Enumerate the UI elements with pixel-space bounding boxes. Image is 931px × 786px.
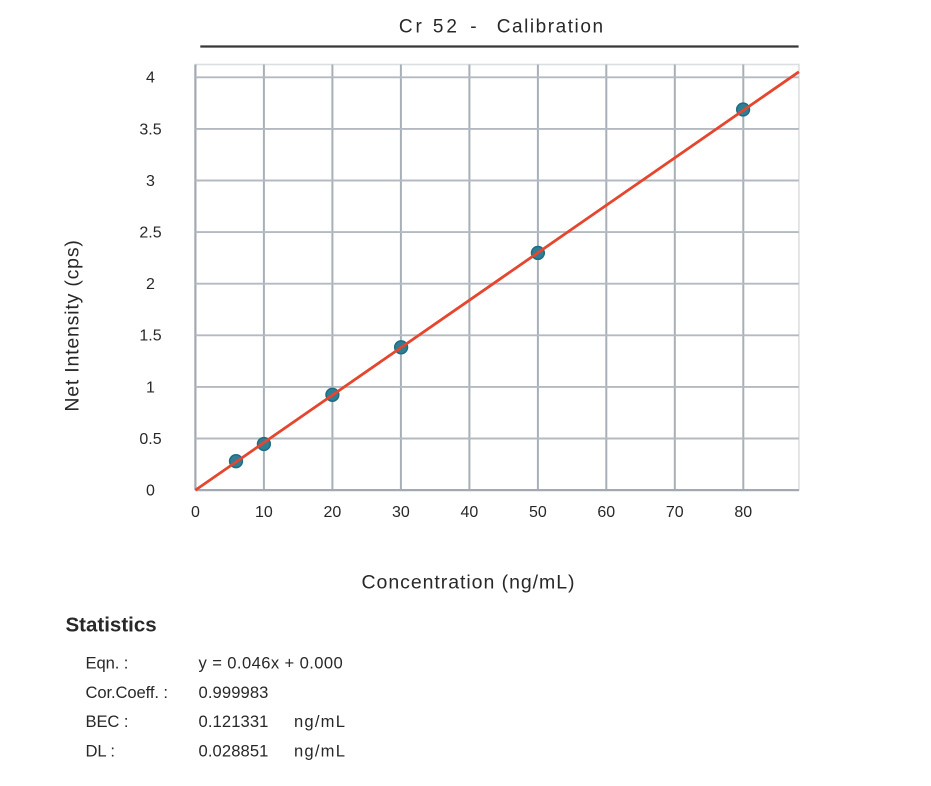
svg-text:3.5: 3.5 [139, 121, 161, 138]
svg-text:3: 3 [146, 173, 155, 190]
svg-text:0: 0 [146, 483, 155, 500]
svg-text:BEC :: BEC : [86, 712, 129, 731]
svg-text:ng/mL: ng/mL [294, 712, 346, 731]
svg-text:60: 60 [597, 504, 615, 521]
svg-text:Cr 52: Cr 52 [399, 17, 460, 38]
svg-text:2: 2 [146, 276, 155, 293]
svg-text:ng/mL: ng/mL [294, 741, 346, 760]
svg-text:4: 4 [146, 70, 155, 87]
svg-text:0.5: 0.5 [139, 431, 161, 448]
svg-text:y = 0.046x + 0.000: y = 0.046x + 0.000 [199, 654, 344, 673]
svg-text:1.5: 1.5 [139, 328, 161, 345]
svg-text:1: 1 [146, 379, 155, 396]
svg-text:Calibration: Calibration [497, 17, 605, 38]
svg-text:2.5: 2.5 [139, 225, 161, 242]
svg-text:40: 40 [461, 504, 479, 521]
svg-text:DL :: DL : [86, 741, 115, 760]
svg-text:Concentration (ng/mL): Concentration (ng/mL) [362, 571, 576, 593]
svg-text:10: 10 [255, 504, 273, 521]
svg-text:30: 30 [392, 504, 410, 521]
svg-text:Eqn. :: Eqn. : [86, 654, 129, 673]
svg-text:Cor.Coeff. :: Cor.Coeff. : [86, 683, 168, 702]
svg-text:0: 0 [191, 504, 200, 521]
svg-text:20: 20 [324, 504, 342, 521]
svg-text:70: 70 [666, 504, 684, 521]
svg-text:0.121331: 0.121331 [199, 712, 269, 731]
svg-text:Statistics: Statistics [66, 614, 157, 637]
svg-text:Net Intensity (cps): Net Intensity (cps) [62, 239, 84, 411]
svg-text:-: - [470, 17, 476, 38]
svg-text:50: 50 [529, 504, 547, 521]
svg-text:0.028851: 0.028851 [199, 741, 269, 760]
svg-text:80: 80 [734, 504, 752, 521]
svg-text:0.999983: 0.999983 [199, 683, 269, 702]
